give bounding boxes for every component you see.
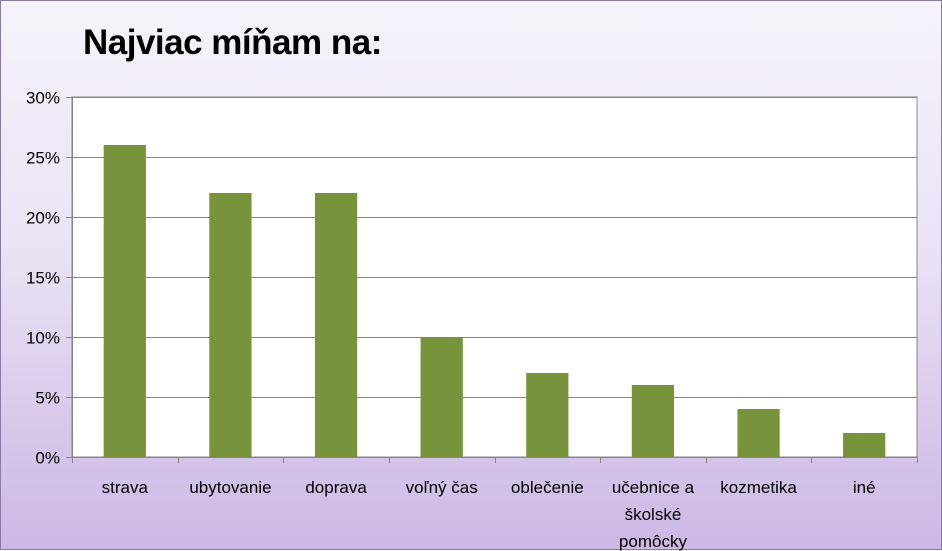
bar [420, 337, 463, 457]
bar [209, 193, 252, 457]
x-category-label: voľný čas [406, 478, 478, 497]
bar [737, 409, 780, 457]
bar [103, 145, 146, 457]
x-category-label: učebnice a školské pomôcky [612, 478, 695, 551]
bar [631, 385, 675, 457]
x-category-label-line: ubytovanie [189, 478, 271, 497]
x-category-label-line: doprava [305, 478, 367, 497]
y-tick-label: 25% [26, 149, 60, 168]
x-category-label-line: pomôcky [619, 532, 688, 551]
x-category-label: ubytovanie [189, 478, 271, 497]
y-tick-label: 5% [35, 389, 60, 408]
x-category-label: strava [102, 478, 149, 497]
x-category-label: doprava [305, 478, 367, 497]
x-category-label-line: školské [625, 505, 682, 524]
y-tick-label: 15% [26, 269, 60, 288]
y-tick-label: 20% [26, 209, 60, 228]
y-tick-label: 10% [26, 329, 60, 348]
x-category-label-line: strava [102, 478, 149, 497]
chart-title: Najviac míňam na: [83, 23, 382, 62]
x-category-label-line: kozmetika [720, 478, 797, 497]
bar [314, 193, 358, 457]
y-tick-label: 30% [26, 89, 60, 108]
x-category-label-line: oblečenie [511, 478, 584, 497]
x-category-label-line: iné [853, 478, 876, 497]
bar [526, 373, 569, 457]
x-category-label: iné [853, 478, 876, 497]
x-category-label: oblečenie [511, 478, 584, 497]
x-category-label-line: voľný čas [406, 478, 478, 497]
y-tick-label: 0% [35, 449, 60, 468]
x-category-label: kozmetika [720, 478, 797, 497]
x-category-label-line: učebnice a [612, 478, 695, 497]
bar [843, 433, 886, 457]
